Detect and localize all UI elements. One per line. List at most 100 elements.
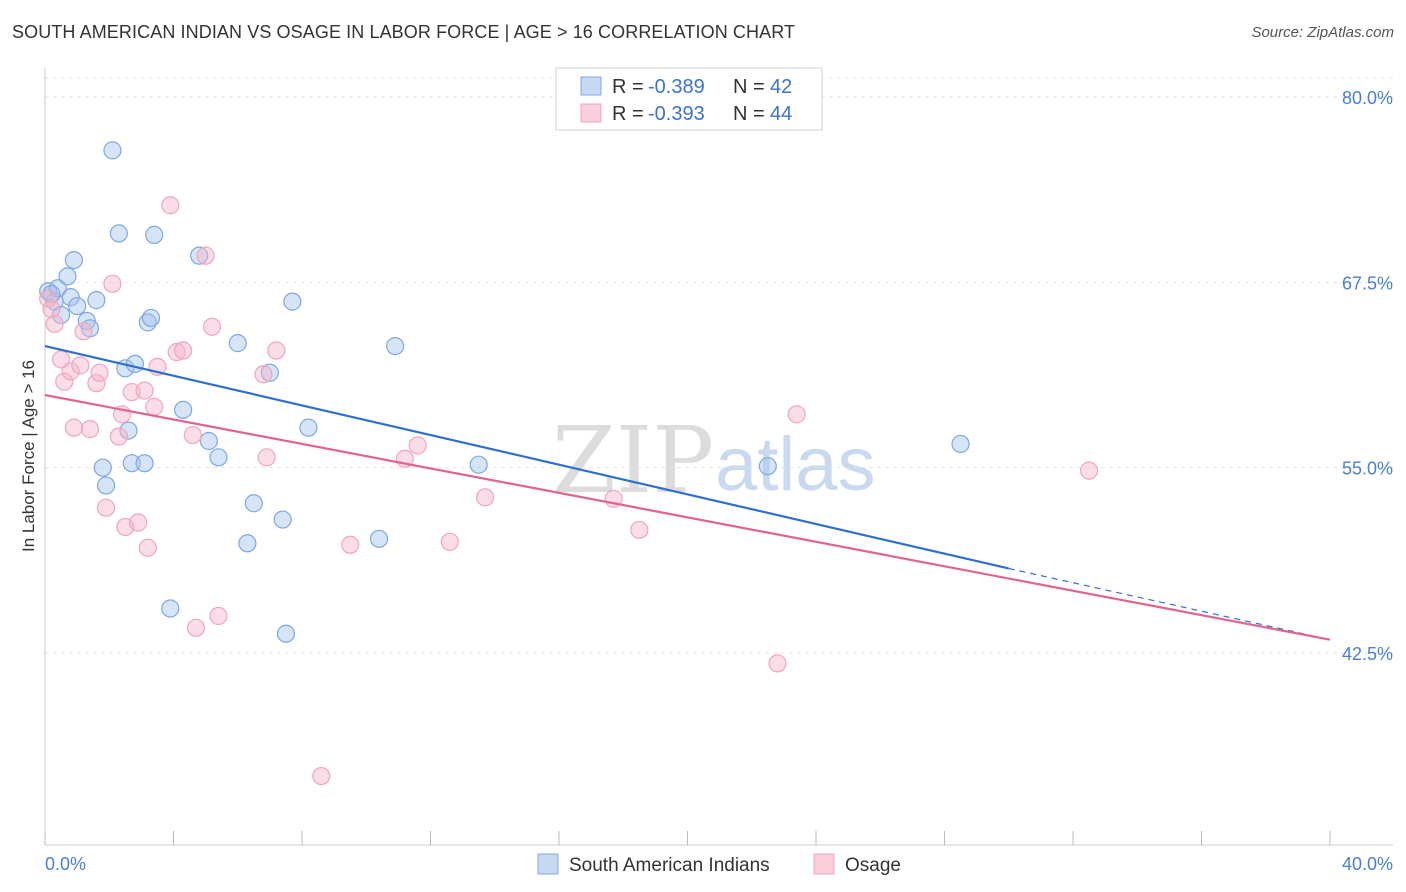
data-point (129, 513, 148, 532)
data-point (64, 250, 84, 270)
legend-r-label-1: R = (612, 103, 644, 125)
data-point (42, 299, 61, 319)
data-point (55, 372, 74, 391)
data-point (257, 448, 276, 467)
data-point (93, 458, 112, 477)
x-tick-label-max: 40.0% (1342, 854, 1393, 874)
data-point (196, 246, 215, 265)
source-label: Source: ZipAtlas.com (1251, 24, 1394, 41)
data-point (80, 420, 100, 439)
data-point (109, 427, 128, 446)
y-tick-label: 55.0% (1342, 459, 1393, 479)
data-point (186, 618, 206, 637)
data-point (951, 434, 970, 454)
data-point (254, 365, 273, 384)
data-point (228, 334, 247, 353)
data-point (386, 336, 405, 356)
trend-line (44, 345, 1009, 570)
data-point (408, 436, 427, 455)
data-point (167, 342, 186, 362)
data-point (145, 225, 164, 244)
series-legend-swatch-0 (537, 853, 559, 875)
data-point (299, 418, 318, 437)
gridlines (45, 77, 1393, 654)
series-osage-points (39, 196, 1099, 786)
data-point (260, 363, 279, 382)
y-tick-labels: 42.5% 55.0% 67.5% 80.0% (1342, 88, 1393, 664)
data-point (145, 397, 164, 416)
data-point (476, 488, 495, 507)
data-point (469, 455, 488, 474)
chart-title: SOUTH AMERICAN INDIAN VS OSAGE IN LABOR … (12, 22, 796, 42)
watermark-atlas: atlas (715, 422, 876, 507)
data-point (96, 476, 116, 495)
data-point (39, 289, 58, 308)
data-point (630, 520, 649, 540)
data-point (61, 288, 80, 307)
data-point (138, 538, 157, 557)
data-point (174, 400, 193, 419)
y-tick-label: 80.0% (1342, 88, 1393, 108)
data-point (51, 350, 71, 369)
data-point (1079, 461, 1099, 480)
trend-line-extension (1008, 567, 1331, 641)
data-point (183, 425, 202, 445)
data-point (141, 308, 161, 328)
data-point (87, 374, 106, 393)
data-point (199, 431, 218, 451)
axes (44, 68, 1393, 846)
data-point (161, 599, 180, 618)
legend-n-value-0: 42 (770, 76, 792, 98)
data-point (341, 535, 360, 554)
series-legend-label-0: South American Indians (569, 855, 770, 876)
y-tick-label: 42.5% (1342, 644, 1393, 664)
legend-r-value-0: -0.389 (648, 76, 705, 98)
data-point (87, 291, 106, 310)
data-point (440, 532, 459, 551)
data-point (190, 246, 209, 265)
data-point (51, 305, 71, 325)
data-point (238, 534, 257, 553)
data-point (122, 454, 141, 473)
data-point (267, 341, 286, 360)
series-legend-label-1: Osage (845, 855, 901, 876)
data-point (312, 766, 331, 786)
y-axis-title: In Labor Force | Age > 16 (19, 360, 38, 552)
data-point (45, 314, 64, 333)
legend-n-value-1: 44 (770, 103, 792, 125)
data-point (787, 405, 806, 424)
data-point (135, 381, 154, 400)
legend-n-label-0: N = (733, 76, 765, 98)
data-point (283, 292, 302, 311)
data-point (90, 363, 109, 382)
data-point (209, 448, 228, 467)
series-legend: South American Indians Osage (537, 853, 901, 876)
data-point (96, 498, 116, 517)
data-point (135, 454, 154, 473)
data-point (103, 274, 122, 293)
data-point (768, 654, 787, 673)
data-point (64, 418, 84, 437)
data-point (119, 421, 138, 440)
trend-lines (44, 345, 1331, 641)
data-point (209, 606, 228, 626)
data-point (125, 354, 145, 373)
legend-swatch-blue (580, 76, 602, 96)
data-point (61, 362, 80, 381)
data-point (276, 624, 296, 643)
series-south-american-indians-points (39, 141, 970, 643)
data-point (74, 322, 93, 341)
data-point (109, 224, 128, 243)
data-point (273, 510, 292, 529)
data-point (71, 356, 90, 375)
correlation-legend: R = -0.389 N = 42 R = -0.393 N = 44 (555, 67, 823, 131)
data-point (244, 494, 263, 513)
data-point (370, 529, 389, 548)
y-tick-label: 67.5% (1342, 273, 1393, 293)
legend-r-label-0: R = (612, 76, 644, 98)
data-point (758, 457, 777, 476)
data-point (103, 141, 122, 160)
series-legend-swatch-1 (813, 853, 835, 875)
data-point (58, 267, 77, 286)
